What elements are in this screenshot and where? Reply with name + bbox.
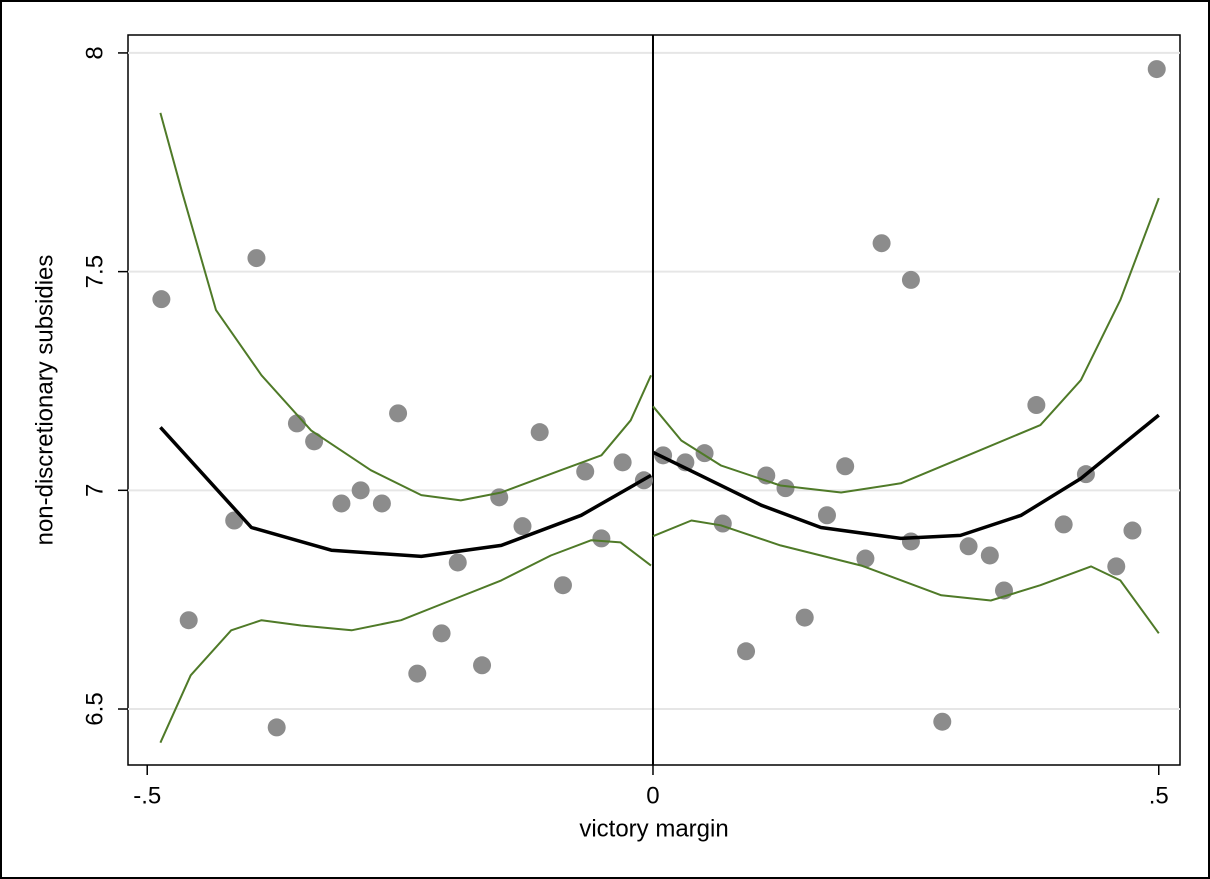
y-axis-label: non-discretionary subsidies [31, 255, 58, 546]
point [980, 546, 999, 565]
point [530, 423, 549, 442]
point [613, 453, 632, 472]
point [332, 494, 351, 513]
fit-line [652, 197, 1160, 494]
point [513, 517, 532, 536]
point [836, 457, 855, 476]
point [795, 608, 814, 627]
point [372, 494, 391, 513]
point [1107, 557, 1126, 576]
point [553, 576, 572, 595]
fit-line [652, 519, 1160, 634]
point [737, 642, 756, 661]
point [576, 462, 595, 481]
point [152, 290, 171, 309]
point [1054, 515, 1073, 534]
point [408, 664, 427, 683]
point [776, 479, 795, 498]
point [267, 718, 286, 737]
point [448, 553, 467, 572]
plot-area [127, 34, 1181, 766]
y-tick-label: 7 [81, 484, 108, 497]
point [287, 414, 306, 433]
point [179, 611, 198, 630]
point [959, 537, 978, 556]
point [901, 532, 920, 551]
point [872, 234, 891, 253]
fit-line [159, 539, 652, 744]
point [473, 656, 492, 675]
point [389, 404, 408, 423]
point [1147, 60, 1166, 79]
x-axis-label: victory margin [579, 815, 728, 842]
point [432, 624, 451, 643]
point [817, 506, 836, 525]
point [901, 270, 920, 289]
point [1027, 396, 1046, 415]
fit-line [652, 413, 1160, 541]
point [351, 481, 370, 500]
point [592, 529, 611, 548]
x-tick-label: 0 [646, 782, 659, 809]
fit-line [159, 426, 652, 559]
x-tick-label: -.5 [133, 782, 161, 809]
point [933, 712, 952, 731]
y-tick-label: 7.5 [81, 255, 108, 288]
point [856, 549, 875, 568]
point [713, 514, 732, 533]
fit-line [159, 112, 652, 502]
point [1123, 521, 1142, 540]
x-tick-label: .5 [1149, 782, 1169, 809]
point [247, 249, 266, 268]
y-tick-label: 8 [81, 46, 108, 59]
y-tick-label: 6.5 [81, 692, 108, 725]
point [305, 432, 324, 451]
